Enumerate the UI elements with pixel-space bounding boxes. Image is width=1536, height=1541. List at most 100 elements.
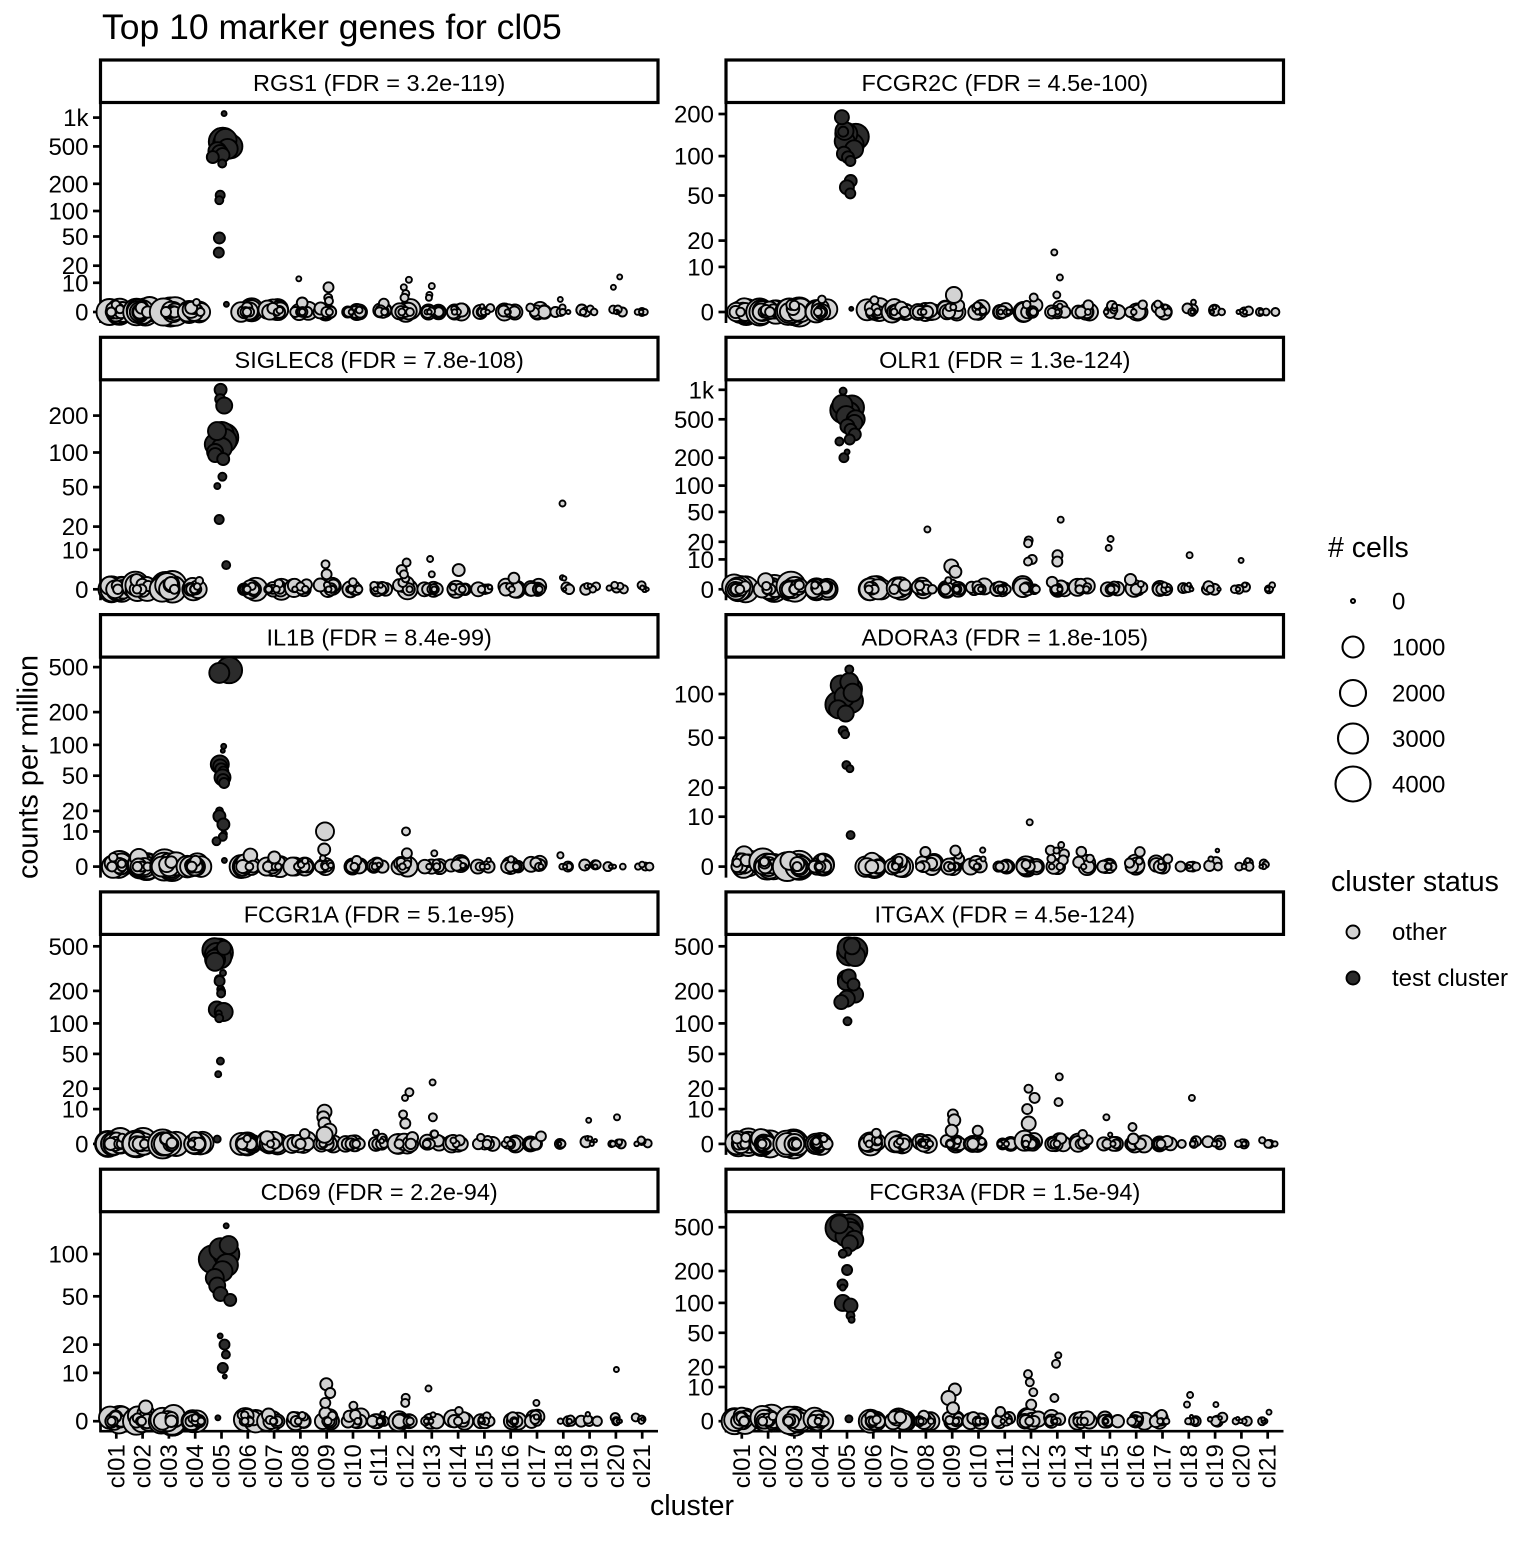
svg-text:50: 50 [62, 224, 89, 251]
svg-text:500: 500 [48, 934, 88, 961]
svg-text:0: 0 [701, 577, 714, 604]
svg-text:1000: 1000 [1392, 635, 1445, 662]
svg-text:100: 100 [48, 199, 88, 226]
svg-text:50: 50 [687, 1041, 714, 1068]
svg-text:cl12: cl12 [1018, 1444, 1045, 1488]
svg-text:500: 500 [674, 934, 714, 961]
svg-text:1k: 1k [63, 105, 89, 132]
svg-text:0: 0 [75, 854, 88, 881]
svg-text:20: 20 [687, 775, 714, 802]
svg-text:20: 20 [687, 1076, 714, 1103]
svg-text:0: 0 [75, 1409, 88, 1436]
svg-text:cl13: cl13 [419, 1444, 446, 1488]
svg-text:cl08: cl08 [287, 1444, 314, 1488]
svg-text:cl13: cl13 [1044, 1444, 1071, 1488]
svg-text:50: 50 [687, 725, 714, 752]
svg-text:10: 10 [62, 819, 89, 846]
svg-text:cl14: cl14 [445, 1444, 472, 1488]
svg-text:100: 100 [48, 732, 88, 759]
svg-text:200: 200 [48, 700, 88, 727]
svg-text:1k: 1k [689, 377, 715, 404]
svg-text:0: 0 [701, 854, 714, 881]
svg-text:cl15: cl15 [1097, 1444, 1124, 1488]
svg-text:cl04: cl04 [182, 1444, 209, 1488]
svg-text:cl02: cl02 [130, 1444, 157, 1488]
svg-text:cl19: cl19 [577, 1444, 604, 1488]
svg-text:100: 100 [674, 1011, 714, 1038]
svg-text:20: 20 [62, 514, 89, 541]
svg-text:100: 100 [48, 1011, 88, 1038]
svg-text:50: 50 [687, 1320, 714, 1347]
svg-text:10: 10 [687, 254, 714, 281]
svg-text:0: 0 [701, 1409, 714, 1436]
svg-text:100: 100 [48, 1242, 88, 1269]
svg-text:3000: 3000 [1392, 726, 1445, 753]
svg-text:ADORA3 (FDR = 1.8e-105): ADORA3 (FDR = 1.8e-105) [861, 624, 1148, 650]
svg-text:cl09: cl09 [939, 1444, 966, 1488]
svg-text:10: 10 [687, 1375, 714, 1402]
svg-text:cl10: cl10 [966, 1444, 993, 1488]
svg-text:cl08: cl08 [913, 1444, 940, 1488]
svg-text:0: 0 [701, 1131, 714, 1158]
svg-text:cl16: cl16 [498, 1444, 525, 1488]
svg-text:200: 200 [674, 445, 714, 472]
svg-text:cl07: cl07 [887, 1444, 914, 1488]
svg-text:cl09: cl09 [314, 1444, 341, 1488]
svg-text:FCGR3A (FDR = 1.5e-94): FCGR3A (FDR = 1.5e-94) [869, 1179, 1140, 1205]
svg-text:SIGLEC8 (FDR = 7.8e-108): SIGLEC8 (FDR = 7.8e-108) [235, 347, 524, 373]
svg-text:cl18: cl18 [1176, 1444, 1203, 1488]
svg-text:ITGAX (FDR = 4.5e-124): ITGAX (FDR = 4.5e-124) [875, 902, 1136, 928]
svg-text:20: 20 [62, 798, 89, 825]
svg-text:cl02: cl02 [755, 1444, 782, 1488]
svg-text:10: 10 [62, 270, 89, 297]
svg-text:cl03: cl03 [156, 1444, 183, 1488]
svg-text:cl12: cl12 [393, 1444, 420, 1488]
svg-text:other: other [1392, 919, 1447, 946]
svg-text:FCGR1A (FDR = 5.1e-95): FCGR1A (FDR = 5.1e-95) [244, 902, 515, 928]
svg-text:0: 0 [75, 577, 88, 604]
svg-text:IL1B (FDR = 8.4e-99): IL1B (FDR = 8.4e-99) [267, 624, 492, 650]
svg-text:100: 100 [48, 440, 88, 467]
svg-text:20: 20 [62, 253, 89, 280]
svg-text:cl05: cl05 [209, 1444, 236, 1488]
svg-text:0: 0 [75, 1131, 88, 1158]
svg-text:100: 100 [674, 682, 714, 709]
svg-text:50: 50 [62, 1041, 89, 1068]
svg-text:cl01: cl01 [729, 1444, 756, 1488]
svg-text:Top 10 marker genes for cl05: Top 10 marker genes for cl05 [102, 7, 562, 47]
svg-text:OLR1 (FDR = 1.3e-124): OLR1 (FDR = 1.3e-124) [879, 347, 1130, 373]
svg-text:200: 200 [48, 978, 88, 1005]
svg-text:100: 100 [674, 144, 714, 171]
svg-text:200: 200 [674, 1259, 714, 1286]
svg-text:50: 50 [62, 475, 89, 502]
svg-text:4000: 4000 [1392, 772, 1445, 799]
svg-text:cl11: cl11 [992, 1444, 1019, 1486]
svg-text:RGS1 (FDR = 3.2e-119): RGS1 (FDR = 3.2e-119) [253, 70, 505, 96]
svg-text:500: 500 [674, 1215, 714, 1242]
svg-text:cl21: cl21 [629, 1444, 656, 1488]
svg-text:cl19: cl19 [1202, 1444, 1229, 1488]
svg-text:20: 20 [62, 1076, 89, 1103]
svg-text:100: 100 [674, 1290, 714, 1317]
svg-text:50: 50 [687, 499, 714, 526]
svg-text:200: 200 [674, 978, 714, 1005]
svg-text:200: 200 [48, 171, 88, 198]
svg-text:cl20: cl20 [603, 1444, 630, 1488]
svg-text:test cluster: test cluster [1392, 965, 1508, 992]
svg-text:20: 20 [687, 529, 714, 556]
svg-text:cl20: cl20 [1228, 1444, 1255, 1488]
svg-text:50: 50 [62, 763, 89, 790]
svg-text:cl01: cl01 [103, 1444, 130, 1488]
svg-text:cl03: cl03 [781, 1444, 808, 1488]
svg-text:200: 200 [674, 102, 714, 129]
svg-text:cluster: cluster [650, 1490, 734, 1522]
svg-text:cluster status: cluster status [1331, 866, 1499, 898]
svg-text:500: 500 [674, 407, 714, 434]
svg-text:200: 200 [48, 403, 88, 430]
svg-text:cl06: cl06 [860, 1444, 887, 1488]
svg-text:counts per million: counts per million [13, 655, 45, 879]
svg-text:500: 500 [48, 134, 88, 161]
svg-text:0: 0 [75, 300, 88, 327]
svg-text:cl11: cl11 [366, 1444, 393, 1486]
svg-text:0: 0 [701, 300, 714, 327]
